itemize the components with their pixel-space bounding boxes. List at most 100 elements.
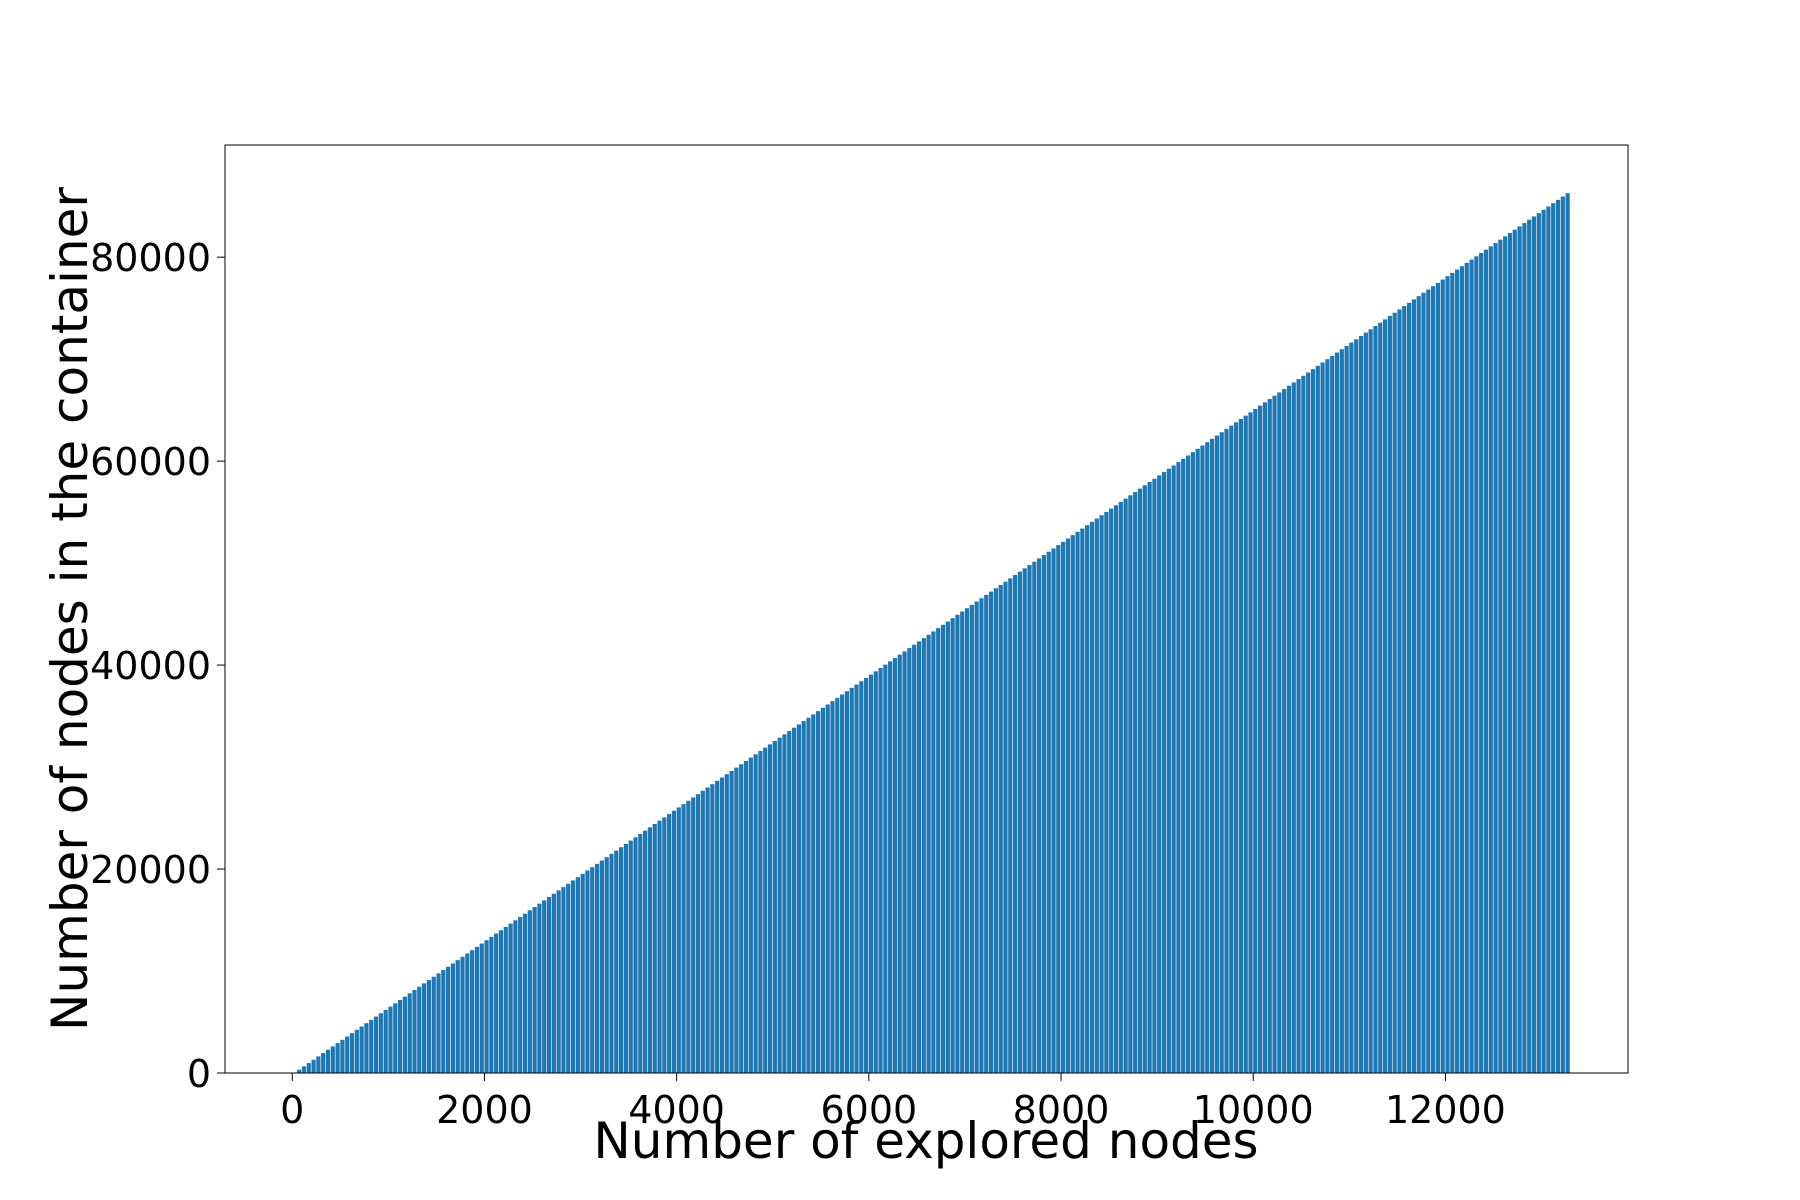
bar [373,1016,379,1073]
bar [955,614,960,1073]
bar [1411,299,1416,1073]
bar [1022,568,1027,1073]
bar [297,1069,302,1073]
bar [628,840,633,1073]
bar [364,1023,369,1073]
bar [782,734,787,1073]
bar [719,777,725,1073]
bar [1402,306,1407,1073]
bar [993,588,998,1073]
bar [422,983,427,1073]
bar [1344,345,1349,1073]
bar [1531,216,1537,1073]
bar [1358,335,1364,1073]
bar [652,824,657,1073]
bar [710,784,715,1073]
bar [864,677,869,1073]
bar [729,770,734,1073]
bar [532,907,537,1073]
bar [1070,535,1075,1073]
bar [441,970,446,1073]
bar [1161,472,1167,1073]
bar [383,1009,388,1073]
bar [1320,362,1325,1073]
bar [1450,272,1455,1073]
bar [1527,219,1532,1073]
bar [1464,262,1469,1073]
bar [1363,332,1368,1073]
bar [585,870,590,1073]
bar [1536,213,1541,1074]
bar [590,867,595,1073]
bar [811,714,816,1073]
bar [474,946,480,1073]
bar [1012,574,1018,1073]
bar [1382,319,1388,1074]
bar [614,850,619,1073]
bar [1234,422,1239,1073]
bar [676,807,681,1073]
bar [1426,289,1431,1074]
bar [1037,558,1042,1073]
bar [772,741,777,1073]
bar [1310,369,1316,1073]
bar [1493,242,1498,1074]
bar [566,883,571,1073]
bar [888,661,893,1073]
bar [580,873,585,1073]
bar [1181,458,1186,1073]
bar [1253,408,1258,1073]
bar [1277,392,1282,1073]
bar [455,960,460,1073]
bar [1205,442,1210,1073]
bar [1373,325,1378,1073]
bar [1387,316,1392,1073]
x-tick-label: 8000 [1013,1088,1110,1132]
bar [791,727,797,1073]
bar [835,697,840,1073]
bar [1334,352,1340,1073]
bar [604,857,609,1073]
bar [1459,266,1465,1074]
bar [758,750,763,1073]
bar [479,943,484,1073]
bar [1378,322,1383,1073]
bar [306,1063,311,1073]
bar [854,684,859,1073]
bar [335,1043,340,1073]
x-axis-label: Number of explored nodes [593,1112,1258,1170]
bar [1185,455,1191,1074]
x-axis-ticks: 0 2000 4000 6000 8000 10000 12000 [280,1073,1506,1132]
bar [527,910,532,1073]
bar [681,804,686,1073]
bar [1157,475,1162,1073]
bar [1440,279,1445,1073]
bar [1243,415,1248,1073]
bar [1560,196,1565,1073]
bar [508,923,513,1073]
bar [633,837,638,1073]
bar [796,724,801,1073]
bar [753,754,758,1073]
bar [513,920,518,1073]
bar [1032,561,1037,1073]
bar [878,667,883,1073]
bar [1094,518,1099,1073]
bar [1392,312,1397,1074]
bar [542,900,547,1073]
bar [643,830,648,1073]
bar [916,641,922,1073]
bar [647,827,653,1073]
bar [743,760,749,1073]
y-axis-ticks: 0 20000 40000 60000 80000 [90,236,225,1096]
bar [1258,405,1263,1073]
bar [940,624,946,1073]
bar [503,926,508,1073]
bar [907,648,912,1073]
bar [964,608,970,1073]
bar [522,913,528,1073]
bar [969,604,974,1073]
bar [316,1056,321,1073]
bar [1286,385,1292,1073]
bar [686,800,691,1073]
